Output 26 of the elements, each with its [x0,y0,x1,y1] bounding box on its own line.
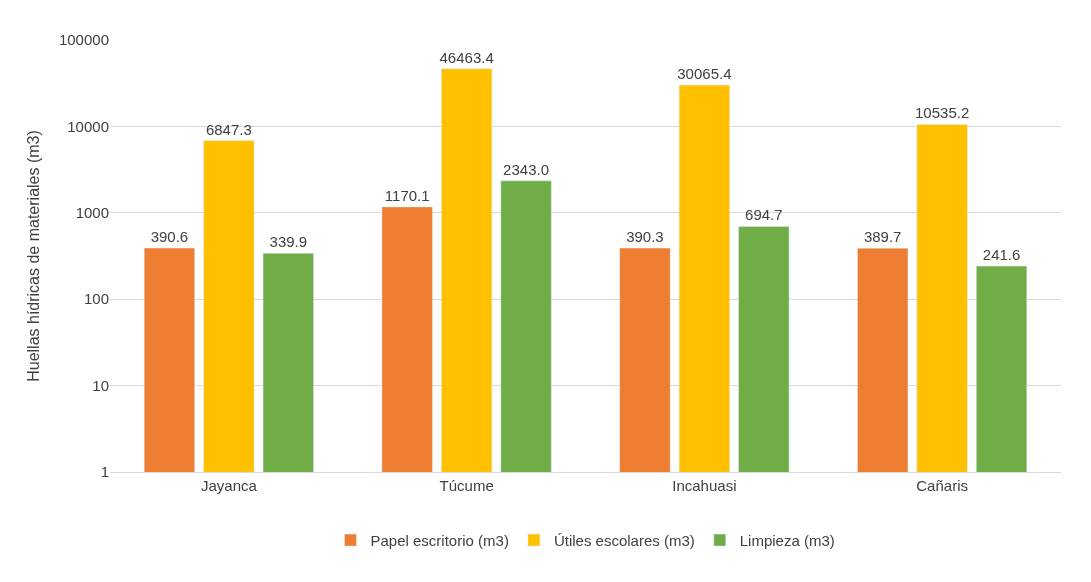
data-label: 2343.0 [503,160,550,178]
x-tick-label: Jayanca [200,477,258,494]
data-label: 6847.3 [205,120,252,138]
data-label: 10535.2 [915,104,970,122]
data-label: 390.3 [626,228,664,246]
data-label: 389.7 [863,228,902,246]
data-label: 1170.1 [384,186,430,204]
x-tick-label: Túcume [439,477,494,494]
data-label: 241.6 [982,246,1021,264]
x-tick-label: Incahuasi [672,477,737,494]
x-tick-label: Cañaris [916,477,968,494]
data-label: 30065.4 [677,65,732,83]
legend-label: Limpieza (m3) [739,531,835,549]
y-tick-label: 10 [92,376,109,394]
y-axis-title: Huellas hídricas de materiales (m3) [24,130,42,382]
y-tick-label: 100000 [58,31,109,49]
data-label: 339.9 [269,233,308,251]
y-tick-label: 1 [100,463,109,481]
data-label: 46463.4 [439,48,494,66]
data-label: 694.7 [745,206,783,224]
data-label: 390.6 [150,228,189,246]
y-tick-label: 100 [83,290,109,308]
legend-label: Útiles escolares (m3) [553,531,695,549]
y-tick-label: 1000 [75,204,109,222]
legend-label: Papel escritorio (m3) [370,531,509,549]
y-tick-label: 10000 [67,117,109,135]
